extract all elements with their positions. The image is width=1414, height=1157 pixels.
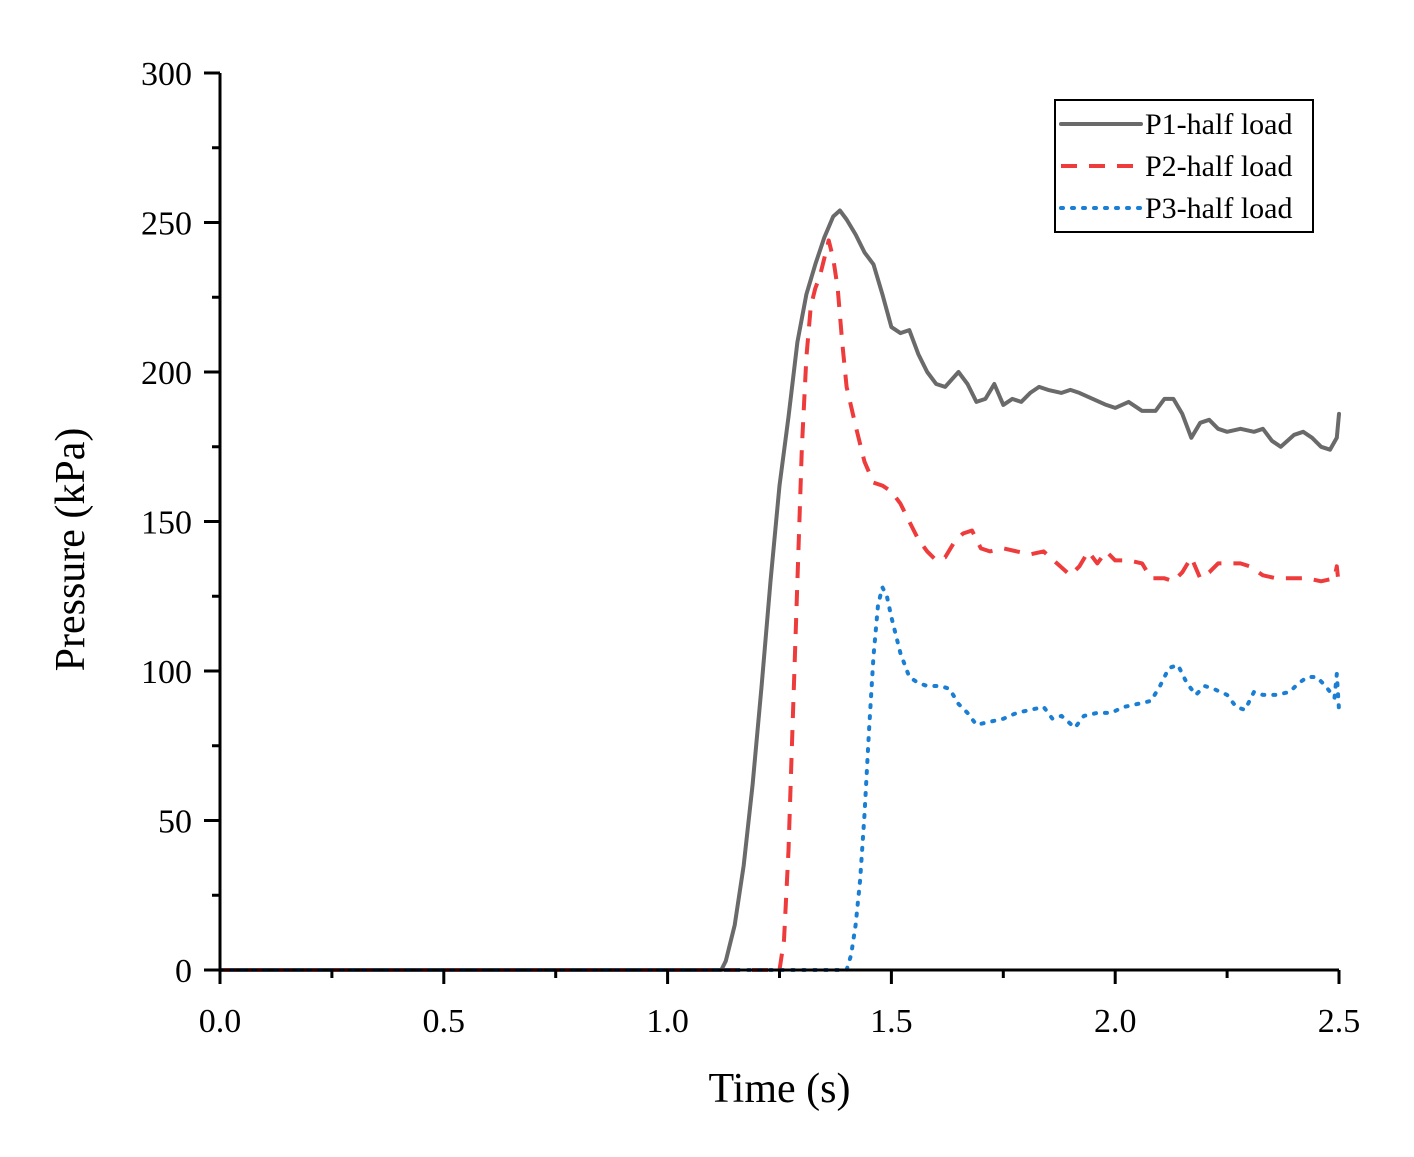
legend-label-p2: P2-half load [1145,150,1292,183]
y-axis-title: Pressure (kPa) [48,428,94,672]
plot-area [218,208,1341,972]
y-tick-label: 300 [141,56,192,93]
series-line-p2 [220,238,1341,972]
x-tick-label: 1.5 [870,1003,913,1040]
y-tick-label: 100 [141,654,192,691]
x-tick-label: 0.0 [199,1003,242,1040]
x-tick-label: 1.0 [646,1003,689,1040]
x-axis-ticks: 0.0 0.5 1.0 1.5 2.0 2.5 [199,970,1361,1040]
legend-label-p3: P3-half load [1145,192,1292,225]
y-tick-label: 200 [141,355,192,392]
legend-label-p1: P1-half load [1145,108,1292,141]
x-tick-label: 2.5 [1318,1003,1361,1040]
x-tick-label: 2.0 [1094,1003,1137,1040]
y-tick-label: 0 [175,953,192,990]
series-line-p1 [218,208,1341,972]
axes: 0.0 0.5 1.0 1.5 2.0 2.5 0 50 100 150 200 250 300 [141,56,1360,1040]
y-tick-label: 250 [141,206,192,243]
series-line-p3 [218,585,1341,972]
x-tick-label: 0.5 [423,1003,466,1040]
y-axis-ticks: 0 50 100 150 200 250 300 [141,56,220,990]
x-axis-title: Time (s) [709,1066,851,1112]
y-tick-label: 150 [141,505,192,542]
y-tick-label: 50 [158,804,192,841]
legend: P1-half load P2-half load P3-half load [1054,99,1314,233]
